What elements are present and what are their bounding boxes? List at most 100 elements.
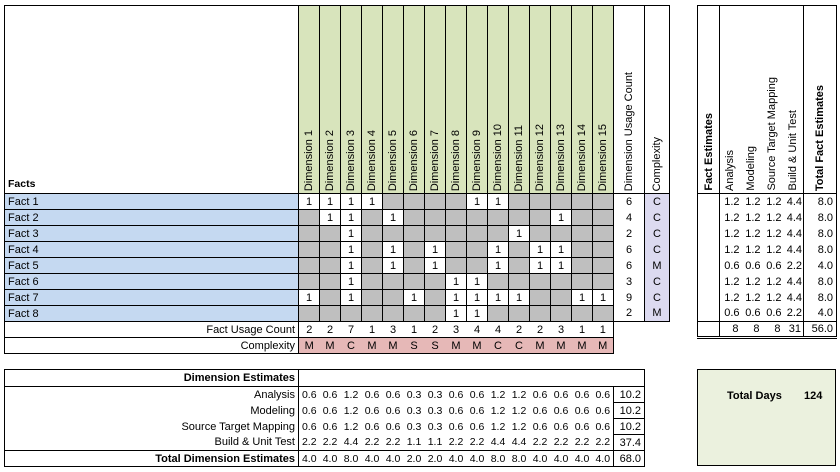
- dimension-estimate-label[interactable]: Analysis: [4, 386, 299, 403]
- dimension-estimate-cell[interactable]: 1.2: [343, 420, 359, 433]
- usage-cell[interactable]: 1: [361, 193, 383, 210]
- dimension-complexity-cell[interactable]: C: [508, 337, 530, 354]
- usage-cell[interactable]: [298, 241, 320, 258]
- fact-usage-count-cell[interactable]: 2: [298, 321, 320, 338]
- fact-estimate-cell[interactable]: 1.2: [724, 227, 740, 240]
- usage-cell[interactable]: [592, 273, 614, 290]
- usage-cell[interactable]: [298, 209, 320, 226]
- usage-cell[interactable]: [445, 225, 467, 242]
- dimension-header-6[interactable]: Dimension 6: [403, 5, 425, 194]
- dimension-usage-count-cell[interactable]: 4: [613, 209, 645, 226]
- dimension-estimate-cell[interactable]: 0.6: [385, 388, 401, 401]
- usage-cell[interactable]: [508, 273, 530, 290]
- dimension-estimate-cell[interactable]: 0.6: [574, 404, 590, 417]
- usage-cell[interactable]: [424, 305, 446, 322]
- total-dimension-estimates-label[interactable]: Total Dimension Estimates: [4, 450, 299, 467]
- dimension-total-cell[interactable]: 4.0: [571, 450, 593, 467]
- usage-cell[interactable]: [571, 225, 593, 242]
- fact-usage-count-cell[interactable]: 3: [382, 321, 404, 338]
- fact-estimate-sum-cell[interactable]: 8: [719, 321, 741, 339]
- dimension-header-12[interactable]: Dimension 12: [529, 5, 551, 194]
- dimension-estimate-cell[interactable]: 0.6: [364, 388, 380, 401]
- fact-complexity-cell[interactable]: C: [644, 289, 670, 306]
- dimension-estimate-cell[interactable]: 0.6: [595, 388, 611, 401]
- usage-cell[interactable]: 1: [487, 241, 509, 258]
- fact-complexity-cell[interactable]: M: [644, 305, 670, 322]
- usage-cell[interactable]: [403, 225, 425, 242]
- dimension-estimate-cell[interactable]: 2.2: [301, 436, 317, 449]
- fact-estimate-col-header[interactable]: Analysis: [719, 5, 741, 194]
- dimension-estimate-cell[interactable]: 1.1: [406, 436, 422, 449]
- dimension-estimate-cell[interactable]: 2.2: [364, 436, 380, 449]
- usage-cell[interactable]: [571, 257, 593, 274]
- usage-cell[interactable]: 1: [466, 273, 488, 290]
- dimension-usage-count-cell[interactable]: 6: [613, 257, 645, 274]
- dimension-estimate-cell[interactable]: 1.2: [490, 420, 506, 433]
- dimension-estimate-label[interactable]: Modeling: [4, 402, 299, 419]
- dimension-total-cell[interactable]: 4.0: [445, 450, 467, 467]
- dimension-header-7[interactable]: Dimension 7: [424, 5, 446, 194]
- dimension-estimate-cell[interactable]: 2.2: [553, 436, 569, 449]
- dimension-estimate-cell[interactable]: 0.6: [322, 404, 338, 417]
- dimension-estimate-cell[interactable]: 1.2: [490, 404, 506, 417]
- fact-complexity-cell[interactable]: C: [644, 193, 670, 210]
- dimension-complexity-cell[interactable]: M: [445, 337, 467, 354]
- fact-estimate-cell[interactable]: 4.4: [786, 195, 802, 208]
- dimension-complexity-cell[interactable]: M: [592, 337, 614, 354]
- dimension-estimate-cell[interactable]: 0.6: [448, 388, 464, 401]
- total-fact-estimates-header[interactable]: Total Fact Estimates: [803, 5, 837, 194]
- fact-usage-count-cell[interactable]: 2: [319, 321, 341, 338]
- usage-cell[interactable]: 1: [382, 257, 404, 274]
- dimension-estimate-cell[interactable]: 2.2: [595, 436, 611, 449]
- fact-usage-count-cell[interactable]: 3: [445, 321, 467, 338]
- dimension-estimate-cell[interactable]: 0.6: [322, 388, 338, 401]
- dimension-estimate-cell[interactable]: 1.2: [343, 388, 359, 401]
- fact-complexity-cell[interactable]: C: [644, 241, 670, 258]
- dimension-complexity-cell[interactable]: M: [319, 337, 341, 354]
- usage-cell[interactable]: 1: [340, 209, 362, 226]
- fact-total-cell[interactable]: 4.0: [803, 257, 837, 274]
- fact-total-cell[interactable]: 8.0: [803, 225, 837, 242]
- dimension-estimate-cell[interactable]: 0.6: [322, 420, 338, 433]
- fact-estimate-cell[interactable]: 1.2: [766, 227, 782, 240]
- fact-estimate-cell[interactable]: 1.2: [766, 195, 782, 208]
- usage-cell[interactable]: 1: [550, 257, 572, 274]
- usage-cell[interactable]: [298, 305, 320, 322]
- dimension-estimate-total[interactable]: 10.2: [613, 402, 645, 419]
- usage-cell[interactable]: 1: [445, 289, 467, 306]
- fact-estimate-cell[interactable]: 1.2: [724, 211, 740, 224]
- dimension-estimate-cell[interactable]: 0.6: [301, 420, 317, 433]
- usage-cell[interactable]: [424, 273, 446, 290]
- dimension-estimate-total[interactable]: 37.4: [613, 434, 645, 451]
- dimension-complexity-cell[interactable]: M: [529, 337, 551, 354]
- usage-cell[interactable]: 1: [466, 289, 488, 306]
- fact-complexity-cell[interactable]: C: [644, 209, 670, 226]
- usage-cell[interactable]: [382, 305, 404, 322]
- dimension-total-cell[interactable]: 8.0: [487, 450, 509, 467]
- dimension-header-15[interactable]: Dimension 15: [592, 5, 614, 194]
- fact-name-cell[interactable]: Fact 2: [4, 209, 299, 226]
- dimension-estimate-cell[interactable]: 0.3: [406, 404, 422, 417]
- dimension-usage-count-header[interactable]: Dimension Usage Count: [613, 5, 645, 194]
- usage-cell[interactable]: 1: [382, 209, 404, 226]
- fact-estimate-cell[interactable]: 0.6: [745, 307, 761, 320]
- dimension-complexity-label[interactable]: Complexity: [4, 337, 299, 354]
- fact-estimate-sum-cell[interactable]: 31: [782, 321, 804, 339]
- usage-cell[interactable]: [550, 289, 572, 306]
- usage-cell[interactable]: [403, 193, 425, 210]
- usage-cell[interactable]: 1: [550, 241, 572, 258]
- dimension-estimate-cell[interactable]: 0.6: [532, 420, 548, 433]
- dimension-estimate-total[interactable]: 10.2: [613, 386, 645, 403]
- usage-cell[interactable]: [592, 209, 614, 226]
- fact-usage-count-cell[interactable]: 4: [466, 321, 488, 338]
- usage-cell[interactable]: 1: [571, 289, 593, 306]
- usage-cell[interactable]: 1: [487, 289, 509, 306]
- dimension-usage-count-cell[interactable]: 9: [613, 289, 645, 306]
- fact-estimate-cell[interactable]: 1.2: [766, 291, 782, 304]
- fact-estimate-cell[interactable]: 0.6: [766, 259, 782, 272]
- dimension-estimate-cell[interactable]: 0.6: [553, 420, 569, 433]
- usage-cell[interactable]: 1: [403, 289, 425, 306]
- dimension-header-4[interactable]: Dimension 4: [361, 5, 383, 194]
- usage-cell[interactable]: [340, 305, 362, 322]
- usage-cell[interactable]: [319, 225, 341, 242]
